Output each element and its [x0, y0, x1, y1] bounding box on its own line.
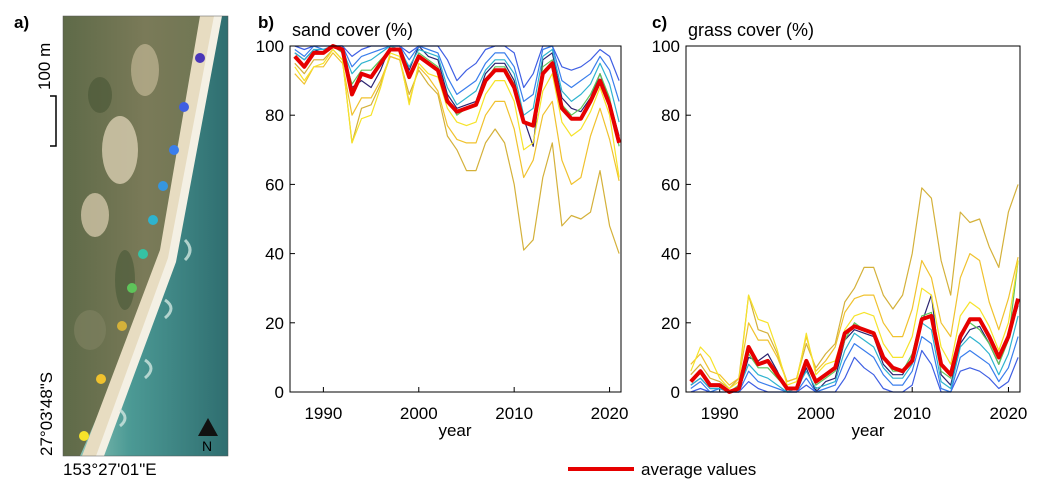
series-line	[294, 45, 620, 89]
y-tick-label: 100	[256, 37, 284, 56]
average-line	[689, 298, 1021, 394]
y-tick-label: 0	[671, 383, 680, 402]
series-line	[294, 48, 620, 178]
y-tick-label: 60	[265, 175, 284, 194]
transect-dot	[127, 283, 137, 293]
y-tick-label: 40	[265, 245, 284, 264]
longitude-label: 153°27'01"E	[63, 460, 157, 479]
transect-dot	[195, 53, 205, 63]
chart-c-xlabel: year	[851, 421, 884, 440]
series-line	[690, 253, 1019, 386]
x-tick-label: 2010	[495, 404, 533, 423]
chart-grass-cover: c) grass cover (%) 0 20 40 60 80 100 1990 2000 2…	[652, 13, 1028, 440]
chart-c-title: grass cover (%)	[688, 20, 814, 40]
transect-dot	[96, 374, 106, 384]
chart-sand-cover: b) sand cover (%) 0 20 40 60 80 100 1990 2000 20…	[256, 13, 629, 440]
latitude-label: 27°03'48"S	[37, 372, 56, 456]
x-tick-label: 2020	[990, 404, 1028, 423]
series-line	[294, 45, 620, 103]
scale-label: 100 m	[35, 43, 54, 90]
scale-bar	[50, 95, 57, 147]
transect-dot	[158, 181, 168, 191]
y-tick-label: 80	[265, 106, 284, 125]
x-tick-label: 1990	[701, 404, 739, 423]
x-tick-label: 2020	[591, 404, 629, 423]
transect-dot	[179, 102, 189, 112]
north-arrow-icon	[198, 418, 218, 436]
aerial-image	[63, 16, 228, 456]
transect-dot	[169, 145, 179, 155]
north-label: N	[202, 438, 212, 454]
transect-dot	[79, 431, 89, 441]
y-tick-label: 100	[652, 37, 680, 56]
series-line	[690, 349, 1019, 393]
series-line	[294, 45, 620, 123]
series-line	[690, 315, 1019, 393]
x-tick-label: 2000	[400, 404, 438, 423]
transect-dot	[148, 215, 158, 225]
x-tick-label: 2010	[893, 404, 931, 423]
chart-b-title: sand cover (%)	[292, 20, 413, 40]
y-tick-label: 0	[275, 383, 284, 402]
y-tick-label: 20	[265, 314, 284, 333]
chart-c-frame	[685, 45, 1021, 393]
transect-dot	[138, 249, 148, 259]
y-tick-label: 40	[661, 245, 680, 264]
average-line	[293, 44, 622, 144]
panel-b-letter: b)	[258, 13, 274, 32]
series-line	[294, 52, 620, 185]
y-tick-label: 60	[661, 175, 680, 194]
panel-a: a) N 100 m 27°03'48"S 153°27'01"E	[14, 13, 229, 479]
transect-markers	[79, 53, 205, 441]
x-tick-label: 2000	[797, 404, 835, 423]
legend-average-label: average values	[641, 460, 756, 479]
panel-a-letter: a)	[14, 13, 29, 32]
chart-b-frame	[289, 45, 622, 393]
y-tick-label: 80	[661, 106, 680, 125]
transect-dot	[117, 321, 127, 331]
legend: average values	[568, 460, 756, 479]
series-line	[690, 260, 1019, 390]
chart-b-xlabel: year	[438, 421, 471, 440]
panel-c-letter: c)	[652, 13, 667, 32]
series-line	[690, 336, 1019, 393]
y-tick-label: 20	[661, 314, 680, 333]
x-tick-label: 1990	[304, 404, 342, 423]
